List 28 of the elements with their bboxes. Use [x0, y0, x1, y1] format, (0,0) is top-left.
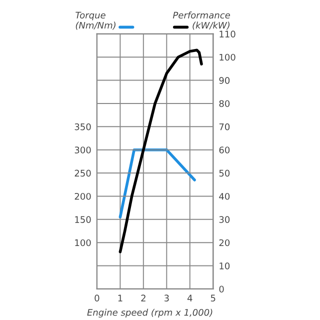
y2-tick-label: 70: [219, 123, 230, 130]
y2-tick-label: 0: [219, 286, 224, 293]
x-tick-label: 0: [94, 294, 100, 302]
y-tick-label: 150: [75, 216, 91, 223]
x-tick-label: 2: [141, 294, 146, 302]
y-tick-label: 350: [74, 123, 91, 130]
y2-tick-label: 80: [219, 100, 230, 108]
x-tick-label: 5: [210, 294, 216, 302]
y2-tick-label: 10: [220, 262, 230, 270]
x-tick-label: 4: [187, 294, 192, 302]
y-tick-label: 300: [74, 146, 91, 154]
y2-tick-label: 60: [219, 146, 230, 154]
y-tick-label: 250: [74, 170, 91, 177]
y-tick-label: 200: [74, 192, 91, 200]
y-tick-label: 100: [75, 239, 91, 246]
y2-tick-label: 20: [219, 239, 230, 246]
x-tick-label: 1: [118, 294, 122, 302]
y-axis-title: Torque (Nm/Nm): [76, 12, 116, 30]
y2-tick-label: 30: [219, 216, 230, 223]
y2-tick-label: 90: [219, 77, 230, 84]
y2-tick-label: 110: [220, 30, 236, 38]
y2-tick-label: 50: [219, 170, 230, 177]
y2-axis-title: Performance (kW/kW): [172, 12, 230, 30]
y2-tick-label: 100: [220, 54, 236, 61]
x-axis-title: Engine speed (rpm x 1,000): [87, 308, 212, 318]
x-tick-label: 3: [164, 294, 169, 302]
line-series: [118, 48, 203, 254]
y2-tick-label: 40: [219, 192, 230, 200]
